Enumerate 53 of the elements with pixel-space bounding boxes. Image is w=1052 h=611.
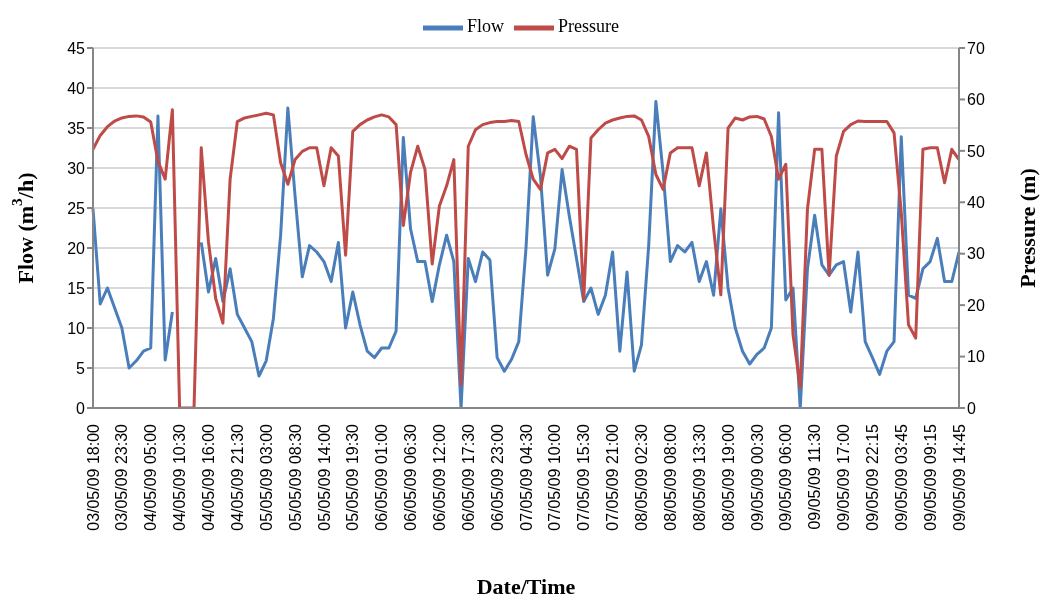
x-tick-label: 04/05/09 05:00 bbox=[142, 423, 160, 531]
x-axis-title: Date/Time bbox=[476, 574, 576, 599]
y2-tick-label: 20 bbox=[967, 296, 985, 314]
x-tick-label: 09/05/09 11:30 bbox=[806, 423, 824, 530]
y-tick-label: 0 bbox=[76, 399, 86, 417]
x-tick-label: 09/05/09 03:45 bbox=[892, 423, 910, 531]
x-tick-label: 06/05/09 23:00 bbox=[488, 423, 506, 531]
x-tick-label: 06/05/09 01:00 bbox=[373, 423, 391, 531]
y2-tick-label: 30 bbox=[967, 245, 985, 263]
x-tick-label: 04/05/09 21:30 bbox=[228, 423, 246, 531]
x-tick-label: 08/05/09 08:00 bbox=[661, 423, 679, 531]
legend-label: Pressure bbox=[558, 16, 619, 37]
legend-label: Flow bbox=[466, 16, 504, 37]
x-tick-label: 07/05/09 21:00 bbox=[604, 423, 622, 531]
y-tick-label: 25 bbox=[67, 199, 86, 217]
x-tick-label: 09/05/09 17:00 bbox=[835, 423, 853, 531]
x-tick-label: 06/05/09 17:30 bbox=[459, 423, 477, 531]
y2-tick-label: 70 bbox=[967, 39, 985, 57]
x-tick-label: 09/05/09 06:00 bbox=[777, 423, 795, 531]
y2-axis-title: Pressure (m) bbox=[1014, 168, 1040, 288]
y2-tick-label: 50 bbox=[967, 142, 985, 160]
x-tick-label: 06/05/09 12:00 bbox=[431, 423, 448, 531]
y2-tick-label: 0 bbox=[967, 399, 976, 417]
y2-tick-label: 40 bbox=[967, 193, 985, 211]
y-tick-label: 15 bbox=[67, 279, 86, 297]
x-tick-label: 08/05/09 02:30 bbox=[633, 423, 651, 531]
y-tick-label: 5 bbox=[76, 359, 86, 377]
x-tick-label: 05/05/09 14:00 bbox=[315, 423, 333, 531]
x-tick-label: 03/05/09 23:30 bbox=[113, 423, 131, 531]
y-tick-label: 10 bbox=[67, 319, 86, 337]
y2-tick-label: 10 bbox=[967, 348, 985, 366]
y-tick-label: 40 bbox=[67, 79, 86, 97]
x-tick-label: 09/05/09 22:15 bbox=[864, 423, 881, 531]
x-tick-label: 07/05/09 10:00 bbox=[546, 423, 564, 531]
x-tick-label: 09/05/09 14:45 bbox=[950, 423, 968, 531]
x-tick-label: 03/05/09 18:00 bbox=[84, 423, 102, 531]
x-tick-label: 09/05/09 09:15 bbox=[921, 423, 939, 531]
y-tick-label: 20 bbox=[67, 239, 86, 257]
x-tick-label: 07/05/09 04:30 bbox=[517, 423, 535, 531]
x-tick-label: 09/05/09 00:30 bbox=[748, 423, 766, 531]
y-tick-label: 30 bbox=[67, 159, 86, 177]
x-tick-label: 05/05/09 19:30 bbox=[344, 423, 362, 531]
x-tick-label: 06/05/09 06:30 bbox=[402, 423, 420, 531]
y-tick-label: 45 bbox=[67, 39, 86, 57]
x-tick-label: 05/05/09 08:30 bbox=[286, 423, 304, 531]
x-tick-label: 08/05/09 13:30 bbox=[690, 423, 708, 531]
x-tick-label: 04/05/09 16:00 bbox=[200, 423, 218, 531]
x-tick-label: 08/05/09 19:00 bbox=[719, 423, 737, 531]
y-tick-label: 35 bbox=[67, 119, 86, 137]
y2-tick-label: 60 bbox=[967, 91, 985, 109]
x-tick-label: 04/05/09 10:30 bbox=[171, 423, 189, 531]
x-tick-label: 05/05/09 03:00 bbox=[257, 423, 275, 531]
x-tick-label: 07/05/09 15:30 bbox=[575, 423, 593, 531]
